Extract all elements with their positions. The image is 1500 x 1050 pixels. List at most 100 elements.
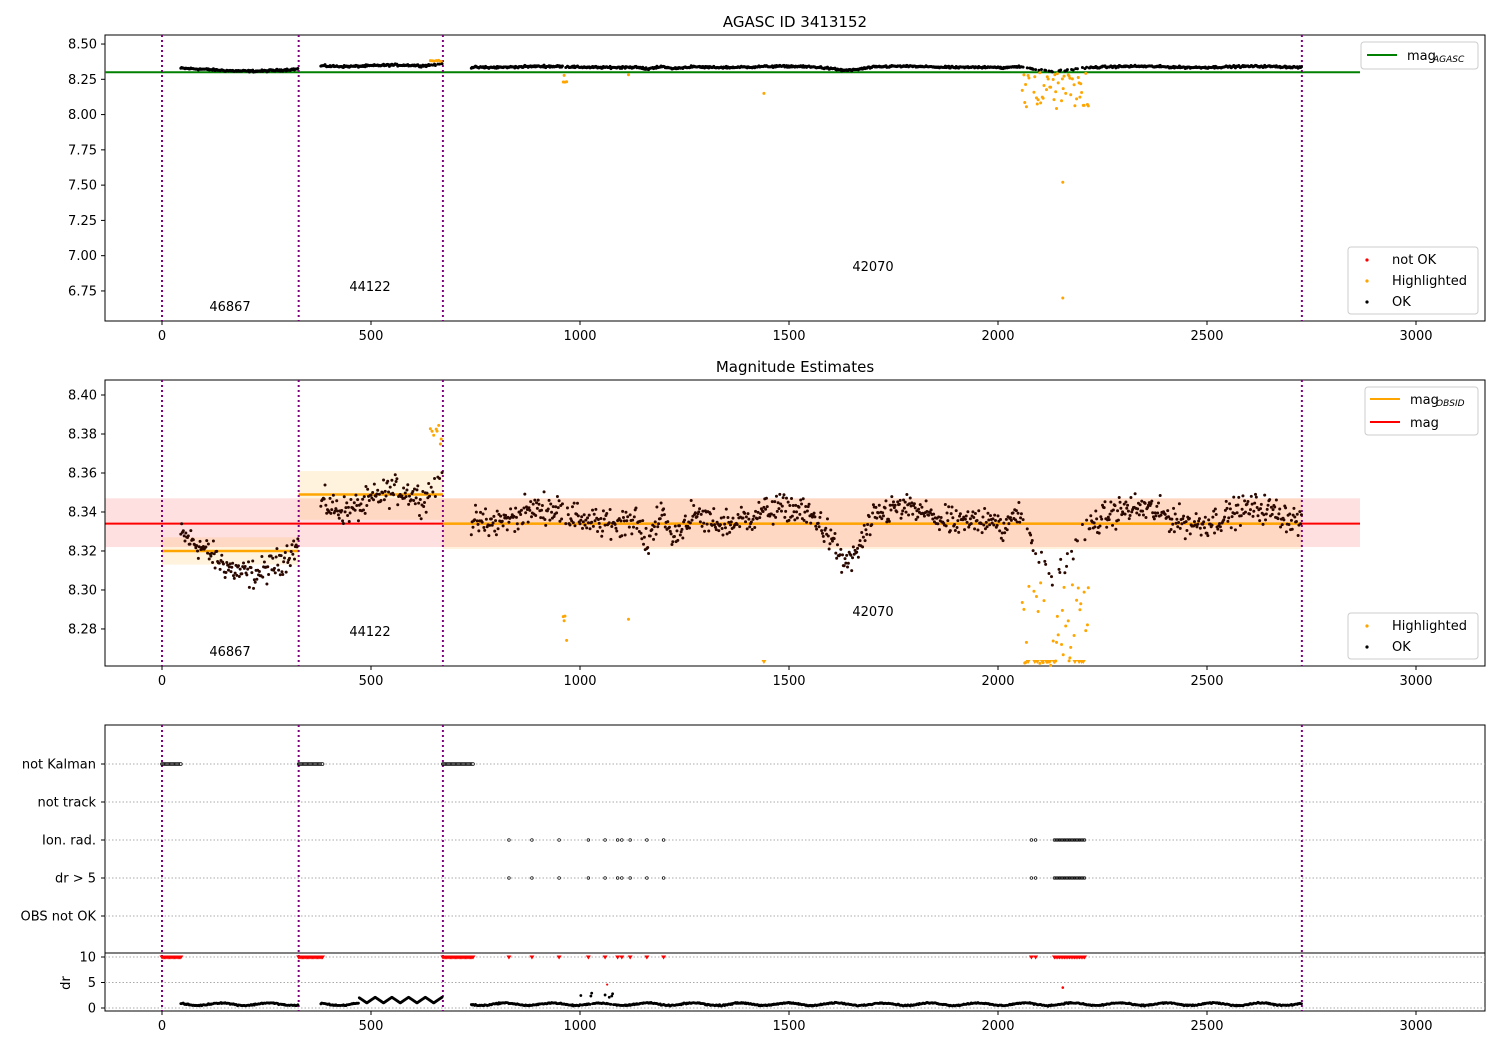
ok-point xyxy=(615,529,619,533)
ok-point xyxy=(547,498,551,502)
ok-point xyxy=(242,561,246,565)
ok-point xyxy=(861,545,865,549)
ok-point xyxy=(197,545,201,549)
ok-point xyxy=(985,525,989,529)
ok-point xyxy=(523,492,527,496)
ok-point xyxy=(361,497,365,501)
ok-point xyxy=(1197,517,1201,521)
x-tick-label: 500 xyxy=(359,674,384,689)
ok-point xyxy=(261,575,265,579)
ok-point xyxy=(1149,502,1153,506)
ok-point xyxy=(755,517,759,521)
ok-point xyxy=(1167,515,1171,519)
ok-point xyxy=(1031,67,1035,71)
ok-point xyxy=(182,534,186,538)
ok-point xyxy=(889,508,893,512)
ok-point xyxy=(247,560,251,564)
ok-point xyxy=(860,530,864,534)
ion-rad-marker xyxy=(661,876,666,880)
ok-point xyxy=(1047,572,1051,576)
ok-point xyxy=(722,515,726,519)
highlighted-point xyxy=(430,429,434,433)
ok-point xyxy=(713,523,717,527)
ok-point xyxy=(483,528,487,532)
ok-point xyxy=(1261,522,1265,526)
ok-point xyxy=(964,514,968,518)
highlighted-point xyxy=(1062,74,1066,78)
ok-point xyxy=(228,562,232,566)
ok-point xyxy=(535,501,539,505)
ok-point xyxy=(1015,520,1019,524)
ok-point xyxy=(237,575,241,579)
ok-point xyxy=(291,552,295,556)
ok-point xyxy=(695,515,699,519)
ion-rad-marker xyxy=(1072,838,1077,842)
highlighted-point xyxy=(1078,95,1082,99)
ok-point xyxy=(1299,522,1303,526)
ok-point xyxy=(718,523,722,527)
ok-point xyxy=(781,496,785,500)
ok-point xyxy=(396,503,400,507)
ok-point xyxy=(487,534,491,538)
ok-point xyxy=(1050,575,1054,579)
ion-rad-marker xyxy=(586,838,591,842)
ok-point xyxy=(1249,494,1253,498)
highlighted-point xyxy=(1032,90,1036,94)
highlighted-point xyxy=(626,617,630,621)
ok-point xyxy=(1262,513,1266,517)
ok-point xyxy=(1268,498,1272,502)
ok-point xyxy=(1222,518,1226,522)
ok-point xyxy=(878,515,882,519)
ok-point xyxy=(834,551,838,555)
ion-rad-marker xyxy=(1076,838,1080,842)
ok-point xyxy=(605,512,609,516)
highlighted-point xyxy=(1034,96,1038,100)
ok-point xyxy=(209,554,213,558)
highlighted-point xyxy=(1070,583,1074,587)
ok-point xyxy=(476,522,480,526)
ok-point xyxy=(835,543,839,547)
ok-point xyxy=(892,506,896,510)
ok-point xyxy=(1126,509,1130,513)
ion-rad-marker xyxy=(1062,876,1067,880)
ok-point xyxy=(348,511,352,515)
ok-point xyxy=(1264,512,1268,516)
ok-point xyxy=(803,510,807,514)
ok-point xyxy=(1075,539,1079,543)
highlighted-point xyxy=(1044,88,1048,92)
ok-point xyxy=(984,520,988,524)
ok-point xyxy=(802,518,806,522)
ok-point xyxy=(936,522,940,526)
highlighted-point xyxy=(1061,87,1065,91)
ok-point xyxy=(429,485,433,489)
ok-point xyxy=(892,500,895,504)
legend-mag: mag OBSID mag xyxy=(1364,386,1479,436)
clipped-point-marker xyxy=(320,955,326,960)
ok-point xyxy=(963,517,967,521)
ok-point xyxy=(576,514,580,518)
ok-point xyxy=(761,510,765,514)
highlighted-point xyxy=(1041,661,1045,665)
ok-point xyxy=(212,552,216,556)
ok-point xyxy=(1124,500,1128,504)
ok-point xyxy=(1270,512,1274,516)
ok-point xyxy=(1050,70,1054,74)
ok-point xyxy=(865,532,869,536)
ok-point xyxy=(932,512,936,516)
ok-point xyxy=(898,498,902,502)
ion-rad-marker xyxy=(1081,838,1085,842)
highlighted-point xyxy=(1072,83,1076,87)
dr-tick-label: 0 xyxy=(88,1002,96,1017)
ok-point xyxy=(875,516,879,520)
ok-point xyxy=(1089,514,1093,518)
ok-point xyxy=(353,508,357,512)
ok-point xyxy=(771,522,775,526)
y-tick-label: 6.75 xyxy=(68,284,97,299)
ok-point xyxy=(575,501,579,505)
ok-point xyxy=(929,508,933,512)
ion-rad-marker xyxy=(1056,838,1060,842)
ok-point xyxy=(1251,514,1255,518)
ok-point xyxy=(558,519,562,523)
ok-point xyxy=(1157,501,1161,505)
ok-point xyxy=(644,526,648,530)
